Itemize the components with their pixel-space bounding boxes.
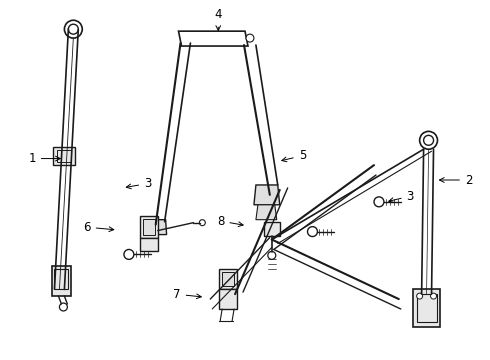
Polygon shape <box>256 205 277 220</box>
Bar <box>53 147 75 165</box>
Bar <box>219 289 237 309</box>
Text: 6: 6 <box>83 221 114 234</box>
Bar <box>54 269 69 289</box>
Circle shape <box>199 220 205 226</box>
Text: 2: 2 <box>440 174 472 186</box>
Bar <box>51 266 72 296</box>
Circle shape <box>59 303 68 311</box>
Polygon shape <box>178 31 248 46</box>
Circle shape <box>416 293 422 299</box>
Bar <box>219 269 237 289</box>
Bar <box>57 150 72 162</box>
Polygon shape <box>148 220 167 235</box>
Text: 3: 3 <box>389 190 414 203</box>
Circle shape <box>419 131 438 149</box>
Text: 1: 1 <box>28 152 60 165</box>
Circle shape <box>424 135 434 145</box>
Text: 3: 3 <box>126 177 151 190</box>
Bar <box>222 272 234 286</box>
Polygon shape <box>254 185 280 205</box>
Circle shape <box>374 197 384 207</box>
Bar <box>140 238 158 251</box>
Circle shape <box>308 227 318 237</box>
Text: 7: 7 <box>173 288 201 301</box>
Circle shape <box>69 24 78 34</box>
Bar <box>416 294 437 322</box>
Bar <box>143 219 155 235</box>
Bar <box>413 289 441 327</box>
Circle shape <box>431 293 437 299</box>
Circle shape <box>124 249 134 260</box>
Text: 8: 8 <box>217 215 243 228</box>
Text: 4: 4 <box>215 9 222 30</box>
Circle shape <box>64 20 82 38</box>
Circle shape <box>246 34 254 42</box>
Text: 5: 5 <box>282 149 306 162</box>
Bar <box>140 216 158 238</box>
Bar <box>264 222 280 235</box>
Circle shape <box>268 251 276 260</box>
